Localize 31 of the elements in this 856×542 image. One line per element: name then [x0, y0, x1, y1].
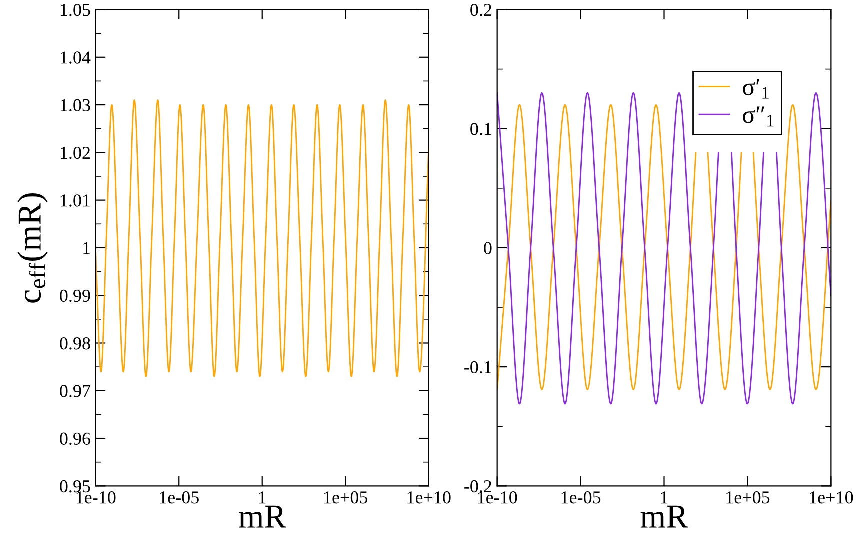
x-tick-label: 1e-05: [562, 492, 601, 504]
y-axis-title: c$_{eff}$(mR): [18, 194, 48, 303]
y-tick-label: -0.2: [464, 480, 492, 493]
x-axis-title: mR: [640, 506, 688, 528]
y-tick-label: 1.04: [61, 52, 91, 64]
y-tick-label: 0.97: [60, 385, 90, 398]
legend-label: σ″$_{1}$: [742, 106, 774, 127]
y-tick-label: 0.1: [470, 123, 492, 136]
y-tick-label: 0.95: [60, 480, 90, 493]
x-axis-title: mR: [238, 506, 286, 528]
x-tick-label: 1e-05: [160, 492, 199, 504]
y-tick-label: 1.01: [61, 194, 90, 207]
x-tick-label: 1e-10: [76, 492, 116, 504]
x-tick-label: 1: [259, 492, 266, 504]
y-tick-label: 0: [484, 242, 492, 254]
y-tick-label: 1: [84, 242, 90, 254]
x-tick-label: 1: [661, 492, 668, 504]
x-tick-label: 1e+05: [726, 492, 770, 504]
y-tick-label: 0.96: [60, 432, 90, 446]
y-tick-label: -0.1: [464, 361, 492, 374]
y-tick-label: 1.05: [61, 4, 90, 16]
x-tick-label: 1e+05: [324, 492, 368, 504]
legend-label: σ′$_{1}$: [742, 78, 769, 99]
y-tick-label: 0.98: [60, 338, 90, 350]
y-tick-label: 1.03: [61, 99, 90, 112]
y-tick-label: 0.2: [470, 4, 492, 16]
y-tick-label: 0.99: [60, 290, 90, 302]
x-tick-label: 1e+10: [408, 492, 451, 504]
x-tick-label: 1e-10: [478, 492, 518, 504]
y-tick-label: 1.02: [61, 146, 90, 160]
x-tick-label: 1e+10: [810, 492, 854, 504]
